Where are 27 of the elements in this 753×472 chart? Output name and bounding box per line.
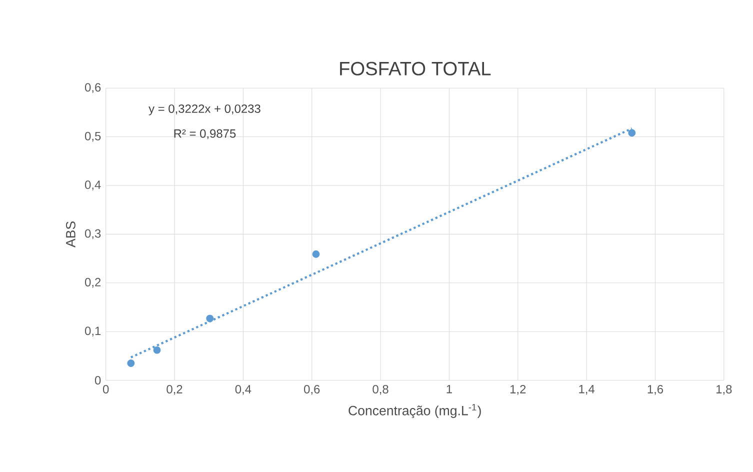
x-tick-label: 0,2 [166,384,182,395]
x-tick-label: 0,6 [304,384,320,395]
point [127,359,135,367]
y-tick-label: 0,2 [84,278,101,288]
x-tick-label: 0,8 [372,384,388,395]
x-tick-label: 1,8 [716,384,732,395]
annotation: y = 0,3222x + 0,0233 [148,104,260,116]
point [153,346,161,354]
y-tick-label: 0,3 [84,229,101,240]
point [628,129,636,137]
y-tick-label: 0,1 [84,326,101,336]
x-tick-label: 0,4 [235,384,252,395]
x-tick-label: 1,4 [579,384,595,395]
x-axis-title: Concentração (mg.L$^{-1}$) [348,404,481,418]
annotation: R² = 0,9875 [174,129,236,140]
x-tick-label: 1,2 [510,384,526,395]
y-axis-title: ABS [66,221,76,248]
chart-title: FOSFATO TOTAL [340,62,491,76]
point [312,250,320,258]
x-tick-label: 1,6 [648,384,664,395]
point [206,314,214,322]
y-tick-label: 0,5 [84,132,101,142]
x-tick-label: 0 [102,384,109,394]
x-tick-label: 1 [446,384,452,394]
y-tick-label: 0 [94,376,101,384]
y-tick-label: 0,4 [84,180,101,190]
y-tick-label: 0,6 [84,83,101,93]
